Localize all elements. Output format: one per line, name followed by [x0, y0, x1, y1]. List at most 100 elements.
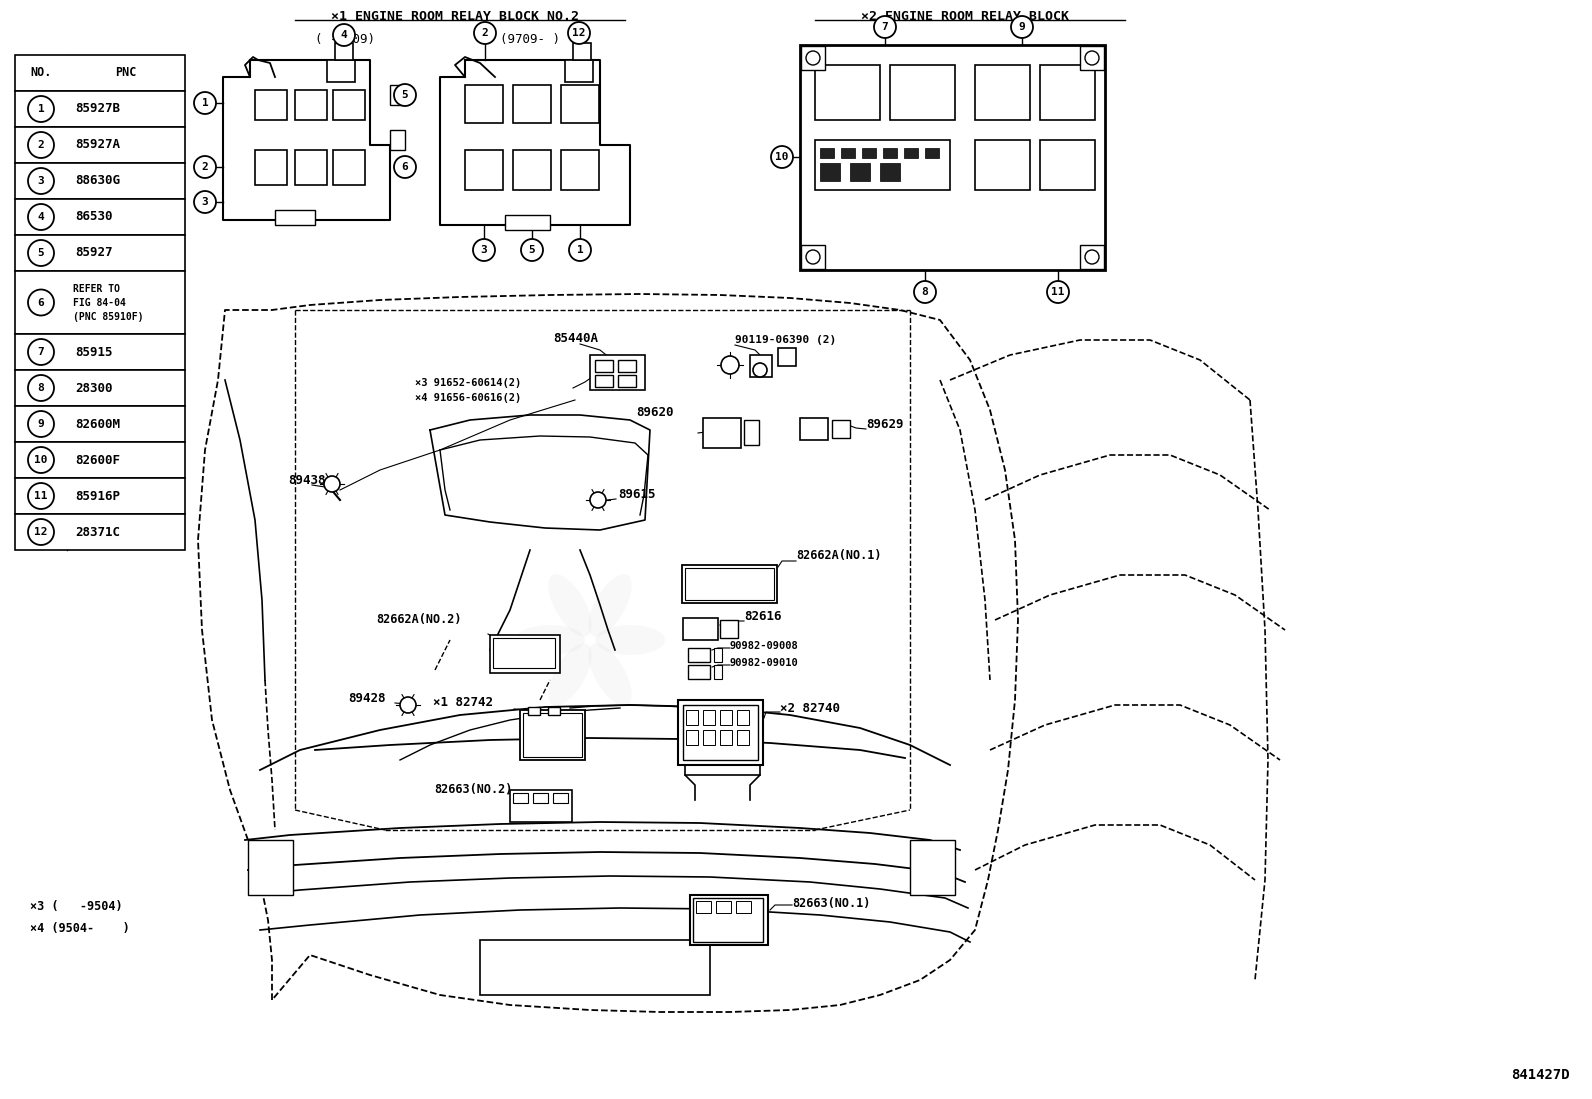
Bar — [681, 565, 777, 603]
Text: 90982-09010: 90982-09010 — [731, 658, 799, 668]
Bar — [801, 46, 825, 70]
Bar — [618, 375, 635, 387]
Bar — [490, 635, 560, 673]
Bar — [841, 148, 855, 158]
Text: 841427D: 841427D — [1511, 1068, 1570, 1083]
Text: 89428: 89428 — [349, 691, 385, 704]
Text: 3: 3 — [202, 197, 209, 207]
Ellipse shape — [514, 625, 584, 655]
Circle shape — [29, 204, 54, 230]
Bar — [833, 420, 850, 439]
Text: 10: 10 — [775, 152, 788, 162]
Bar — [737, 730, 748, 745]
Bar — [750, 355, 772, 377]
Bar — [255, 149, 287, 185]
Bar — [326, 60, 355, 82]
Bar — [904, 148, 919, 158]
Bar — [720, 710, 732, 725]
Bar — [861, 148, 876, 158]
Bar — [14, 271, 185, 334]
Bar — [14, 514, 185, 550]
Bar — [390, 85, 404, 106]
Text: 82663(NO.1): 82663(NO.1) — [791, 897, 871, 910]
Text: ( -9709): ( -9709) — [315, 33, 376, 46]
Bar — [801, 245, 825, 269]
Bar — [911, 840, 955, 895]
Bar — [850, 163, 869, 181]
Text: ×4 91656-60616(2): ×4 91656-60616(2) — [416, 393, 521, 403]
Bar — [678, 700, 763, 765]
Text: 6: 6 — [38, 298, 45, 308]
Circle shape — [29, 482, 54, 509]
Text: ×2 82740: ×2 82740 — [780, 701, 841, 714]
Circle shape — [29, 411, 54, 437]
Text: ×3 (   -9504): ×3 ( -9504) — [30, 900, 123, 913]
Bar — [465, 85, 503, 123]
Bar — [481, 940, 710, 995]
Circle shape — [333, 24, 355, 46]
Bar — [513, 793, 529, 803]
Bar — [815, 65, 880, 120]
Bar — [743, 420, 759, 445]
Bar — [573, 43, 591, 60]
Bar — [801, 418, 828, 440]
Bar — [509, 790, 572, 822]
Text: ×3 91652-60614(2): ×3 91652-60614(2) — [416, 378, 521, 388]
Text: 6: 6 — [401, 162, 409, 173]
Bar — [688, 648, 710, 662]
Text: ×1 ENGINE ROOM RELAY BLOCK NO.2: ×1 ENGINE ROOM RELAY BLOCK NO.2 — [331, 10, 579, 22]
Bar — [14, 478, 185, 514]
Circle shape — [29, 240, 54, 266]
Bar — [333, 90, 365, 120]
Bar — [14, 127, 185, 163]
Bar — [595, 360, 613, 371]
Text: 3: 3 — [38, 176, 45, 186]
Text: 12: 12 — [35, 528, 48, 537]
Bar — [704, 710, 715, 725]
Bar — [704, 418, 740, 448]
Text: 85915: 85915 — [75, 345, 113, 358]
Bar — [248, 840, 293, 895]
Text: 89438: 89438 — [288, 474, 325, 487]
Circle shape — [1086, 249, 1098, 264]
Bar — [14, 406, 185, 442]
Bar — [465, 149, 503, 190]
Bar — [693, 898, 763, 942]
Circle shape — [194, 156, 217, 178]
Bar — [513, 85, 551, 123]
Bar — [974, 140, 1030, 190]
Bar — [521, 710, 584, 761]
Bar — [820, 163, 841, 181]
Circle shape — [914, 281, 936, 303]
Text: 90119-06390 (2): 90119-06390 (2) — [736, 335, 836, 345]
Bar — [565, 60, 592, 82]
Text: 90982-09008: 90982-09008 — [731, 641, 799, 651]
Ellipse shape — [595, 625, 665, 655]
Bar — [704, 730, 715, 745]
Circle shape — [721, 356, 739, 374]
Bar — [595, 375, 613, 387]
Circle shape — [568, 22, 591, 44]
Circle shape — [473, 238, 495, 260]
Bar — [925, 148, 939, 158]
Bar — [801, 45, 1105, 270]
Ellipse shape — [548, 574, 592, 636]
Text: ×4 (9504-    ): ×4 (9504- ) — [30, 922, 131, 935]
Bar — [14, 370, 185, 406]
Circle shape — [1048, 281, 1068, 303]
Text: 1: 1 — [202, 98, 209, 108]
Text: 89615: 89615 — [618, 488, 656, 500]
Circle shape — [874, 16, 896, 38]
Bar — [14, 199, 185, 235]
Circle shape — [591, 492, 607, 508]
Bar — [685, 568, 774, 600]
Text: 85927: 85927 — [75, 246, 113, 259]
Text: 3: 3 — [481, 245, 487, 255]
Text: 2: 2 — [202, 162, 209, 173]
Text: 11: 11 — [1051, 287, 1065, 297]
Text: 9: 9 — [1019, 22, 1025, 32]
Circle shape — [806, 249, 820, 264]
Text: 86530: 86530 — [75, 211, 113, 223]
Bar — [713, 648, 723, 662]
Bar — [974, 65, 1030, 120]
